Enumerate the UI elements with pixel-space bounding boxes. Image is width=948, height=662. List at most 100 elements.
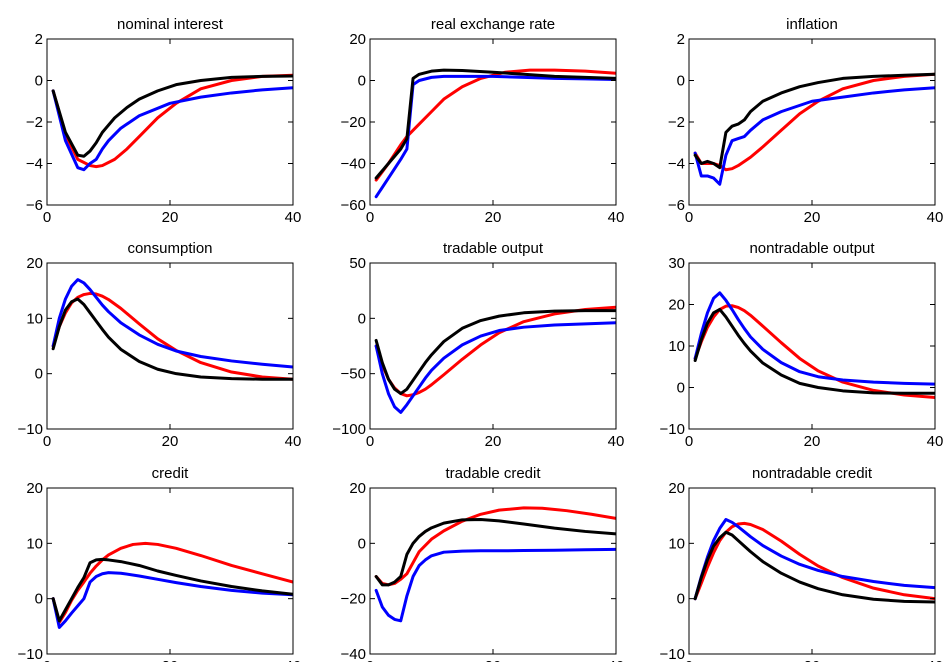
y-tick-label: 10 xyxy=(668,535,685,552)
x-tick-label: 40 xyxy=(285,433,302,450)
series-line xyxy=(374,309,616,396)
y-tick-label: 0 xyxy=(35,73,43,90)
series-line xyxy=(374,547,616,623)
y-tick-label: 0 xyxy=(677,380,685,397)
series-line xyxy=(693,72,935,170)
x-tick-label: 20 xyxy=(804,658,821,662)
y-tick-label: 20 xyxy=(26,480,43,497)
x-tick-label: 0 xyxy=(685,433,693,450)
panel-1: real exchange rate 0 20 40 −60 −40 −20 0 20 xyxy=(341,16,625,226)
x-tick-label: 40 xyxy=(608,658,625,662)
x-tick-label: 0 xyxy=(366,658,374,662)
panel-7: tradable credit 0 20 40 −40 −20 0 20 xyxy=(341,465,625,662)
y-tick-label: 0 xyxy=(35,366,43,383)
y-tick-label: 20 xyxy=(668,480,685,497)
plot-frame xyxy=(369,38,617,206)
panel-title: nominal interest xyxy=(117,16,224,33)
plot-frame xyxy=(46,38,294,206)
series-line xyxy=(693,86,935,186)
y-tick-label: −50 xyxy=(341,366,366,383)
plot-frame xyxy=(688,262,936,430)
y-tick-label: 0 xyxy=(35,591,43,608)
panel-title: real exchange rate xyxy=(431,16,555,33)
series-line xyxy=(51,73,293,169)
y-tick-label: −6 xyxy=(26,197,43,214)
series-line xyxy=(693,304,935,399)
x-tick-label: 0 xyxy=(43,658,51,662)
series-line xyxy=(374,68,616,180)
x-tick-label: 40 xyxy=(608,209,625,226)
panel-4: tradable output 0 20 40 −100 −50 0 50 xyxy=(332,240,624,450)
series-line xyxy=(374,68,616,182)
series-line xyxy=(693,530,935,604)
x-tick-label: 20 xyxy=(162,658,179,662)
y-tick-label: −2 xyxy=(668,114,685,131)
y-tick-label: −40 xyxy=(341,156,366,173)
x-tick-label: 40 xyxy=(927,658,944,662)
panel-title: inflation xyxy=(786,16,838,33)
y-tick-label: 0 xyxy=(358,535,366,552)
x-tick-label: 0 xyxy=(43,433,51,450)
x-tick-label: 40 xyxy=(927,209,944,226)
x-tick-label: 20 xyxy=(485,209,502,226)
y-tick-label: 30 xyxy=(668,255,685,272)
series-line xyxy=(693,307,935,395)
y-tick-label: 2 xyxy=(677,31,685,48)
y-tick-label: 50 xyxy=(349,255,366,272)
x-tick-label: 40 xyxy=(285,209,302,226)
series-line xyxy=(51,571,293,629)
x-tick-label: 20 xyxy=(162,433,179,450)
panel-2: inflation 0 20 40 −6 −4 −2 0 2 xyxy=(668,16,943,226)
x-tick-label: 0 xyxy=(43,209,51,226)
x-tick-label: 0 xyxy=(685,658,693,662)
y-tick-label: −10 xyxy=(660,421,685,438)
series-line xyxy=(51,291,293,381)
y-tick-label: 0 xyxy=(677,73,685,90)
x-tick-label: 40 xyxy=(285,658,302,662)
y-tick-label: −4 xyxy=(668,156,685,173)
series-line xyxy=(374,321,616,414)
y-tick-label: −6 xyxy=(668,197,685,214)
x-tick-label: 20 xyxy=(485,433,502,450)
y-tick-label: −60 xyxy=(341,197,366,214)
x-tick-label: 0 xyxy=(685,209,693,226)
y-tick-label: −20 xyxy=(341,591,366,608)
x-tick-label: 0 xyxy=(366,209,374,226)
plot-frame xyxy=(688,487,936,655)
y-tick-label: −10 xyxy=(18,646,43,662)
panel-title: consumption xyxy=(127,240,212,257)
y-tick-label: 20 xyxy=(668,297,685,314)
x-tick-label: 20 xyxy=(485,658,502,662)
y-tick-label: 10 xyxy=(26,535,43,552)
series-line xyxy=(51,74,293,158)
series-line xyxy=(693,521,935,601)
y-tick-label: 10 xyxy=(668,338,685,355)
y-tick-label: −40 xyxy=(341,646,366,662)
series-line xyxy=(693,72,935,172)
series-line xyxy=(374,74,616,199)
panel-0: nominal interest 0 20 40 −6 −4 −2 0 2 xyxy=(26,16,301,226)
y-tick-label: −20 xyxy=(341,114,366,131)
y-tick-label: 2 xyxy=(35,31,43,48)
panel-title: nontradable output xyxy=(749,240,875,257)
series-line xyxy=(693,518,935,601)
y-tick-label: 0 xyxy=(677,591,685,608)
x-tick-label: 20 xyxy=(804,433,821,450)
series-line xyxy=(51,86,293,172)
x-tick-label: 40 xyxy=(608,433,625,450)
y-tick-label: −100 xyxy=(332,421,366,438)
y-tick-label: 0 xyxy=(358,310,366,327)
y-tick-label: 0 xyxy=(358,73,366,90)
y-tick-label: −2 xyxy=(26,114,43,131)
panel-title: credit xyxy=(152,465,190,482)
x-tick-label: 0 xyxy=(366,433,374,450)
y-tick-label: 20 xyxy=(349,31,366,48)
panel-title: tradable credit xyxy=(445,465,541,482)
x-tick-label: 20 xyxy=(804,209,821,226)
series-line xyxy=(51,297,293,381)
